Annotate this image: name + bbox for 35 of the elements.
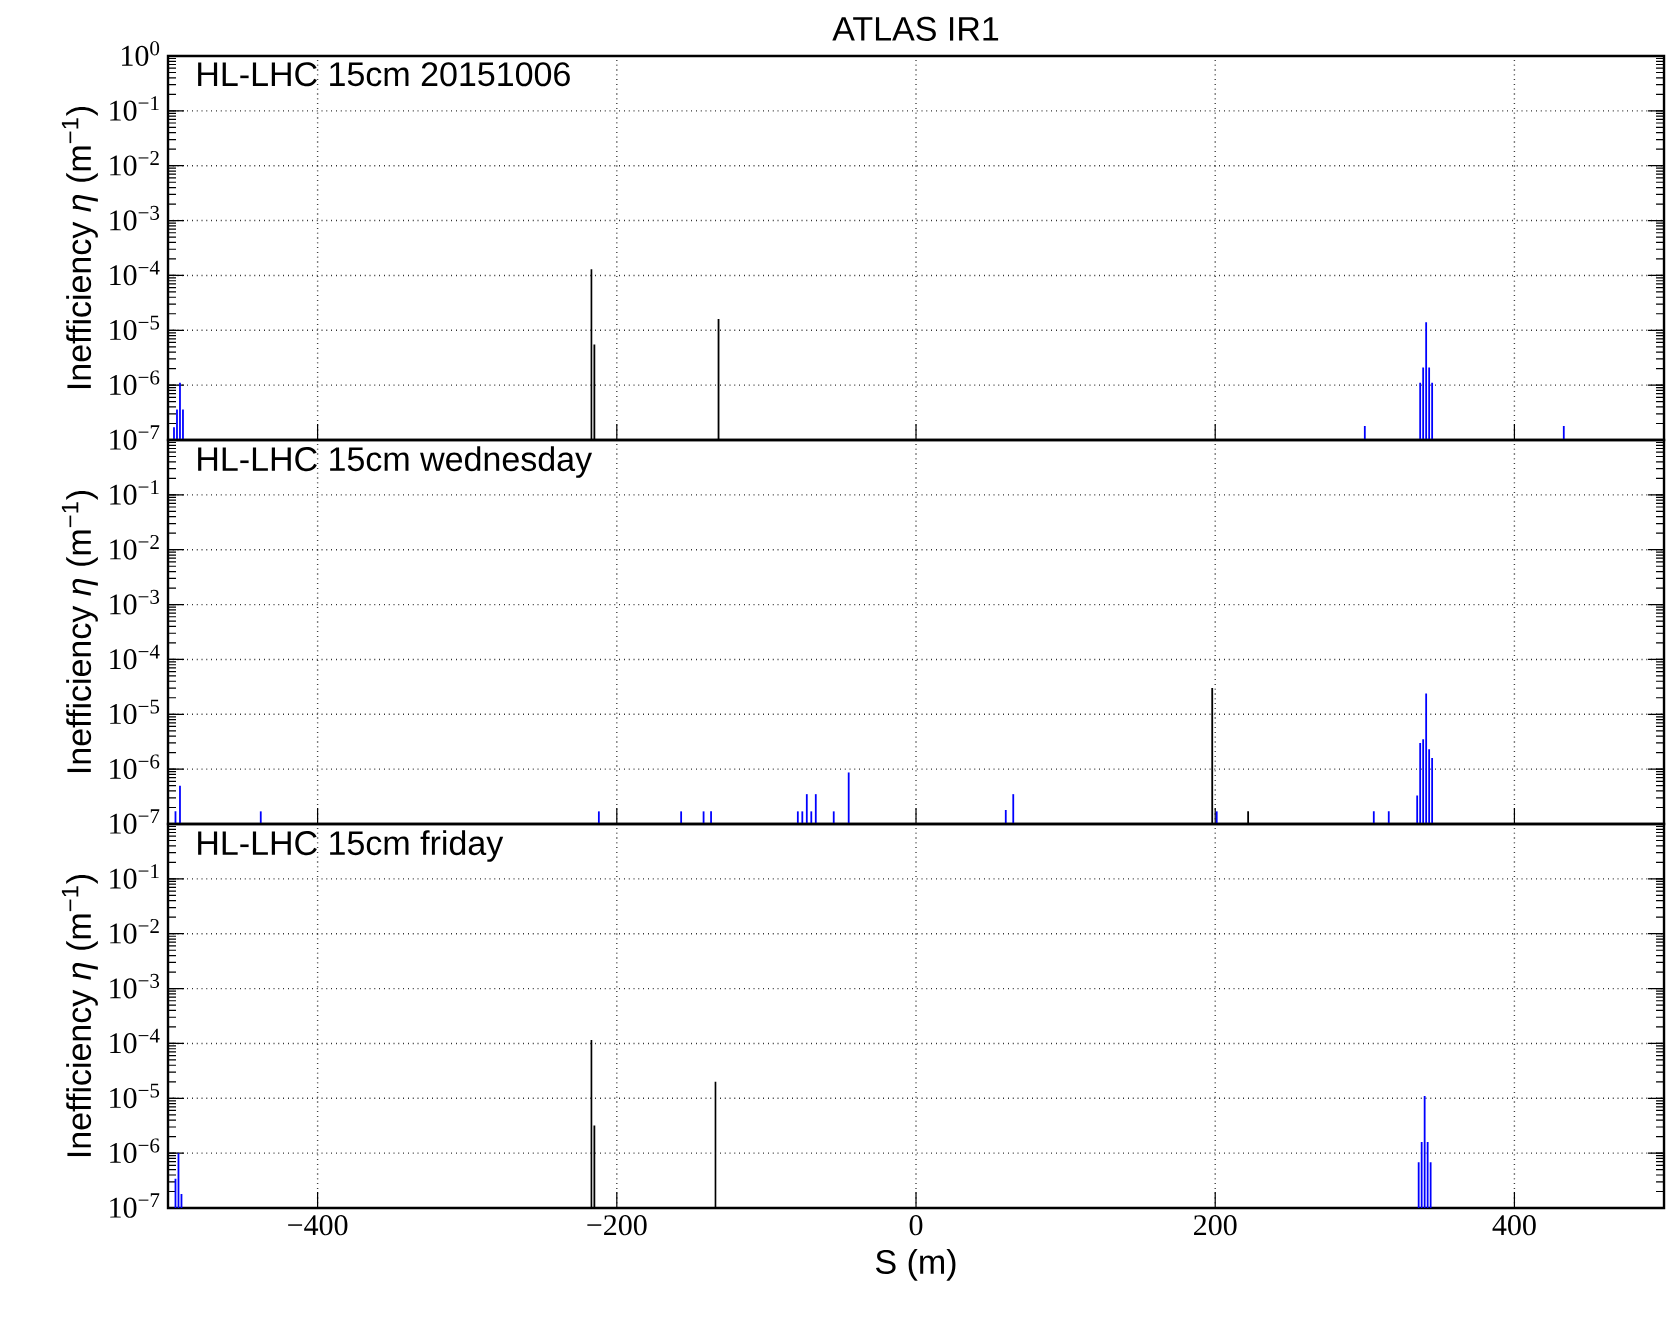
- y-tick-label: 10$^{−5}$: [110, 315, 160, 341]
- y-tick-label: 10$^{−2}$: [110, 535, 159, 560]
- y-tick-label: 10$^{−3}$: [110, 589, 160, 615]
- y-tick-label: 10$^{−5}$: [110, 1083, 160, 1109]
- y-axis-title: Inefficiency η (m$^{−1}$): [61, 874, 98, 1157]
- x-tick-label: 200: [1194, 1215, 1237, 1236]
- y-axis-title: Inefficiency η (m$^{−1}$): [61, 490, 98, 773]
- annotation: HL-LHC 15cm 20151006: [198, 62, 570, 87]
- y-tick-label: 10$^{0}$: [122, 41, 160, 66]
- y-tick-label: 10$^{−6}$: [110, 1138, 160, 1164]
- y-tick-label: 10$^{−6}$: [110, 370, 160, 396]
- y-axis-title: Inefficiency η (m$^{−1}$): [61, 106, 98, 389]
- y-tick-label: 10$^{−5}$: [110, 699, 160, 725]
- x-tick-label: 400: [1492, 1215, 1536, 1236]
- y-tick-label: 10$^{−4}$: [110, 1028, 160, 1054]
- y-tick-label: 10$^{−7}$: [110, 425, 160, 450]
- y-tick-label: 10$^{−3}$: [110, 973, 160, 999]
- x-tick-label: −400: [288, 1215, 348, 1236]
- y-tick-label: 10$^{−1}$: [110, 96, 159, 121]
- annotation: HL-LHC 15cm friday: [198, 830, 504, 862]
- y-tick-label: 10$^{−7}$: [110, 809, 160, 834]
- annotation: HL-LHC 15cm wednesday: [198, 446, 593, 478]
- y-tick-label: 10$^{−1}$: [110, 480, 159, 505]
- y-tick-label: 10$^{−6}$: [110, 754, 160, 780]
- y-tick-label: 10$^{−4}$: [110, 644, 160, 670]
- y-tick-label: 10$^{−4}$: [110, 260, 160, 286]
- x-axis-title: S (m): [876, 1249, 956, 1281]
- y-tick-label: 10$^{−3}$: [110, 205, 160, 231]
- y-tick-label: 10$^{−7}$: [110, 1193, 160, 1218]
- x-tick-label: −200: [587, 1215, 647, 1236]
- y-tick-label: 10$^{−2}$: [110, 151, 159, 176]
- y-tick-label: 10$^{−2}$: [110, 919, 159, 944]
- x-tick-label: 0: [909, 1215, 923, 1236]
- chart-title: ATLAS IR1: [832, 16, 999, 41]
- y-tick-label: 10$^{−1}$: [110, 864, 159, 889]
